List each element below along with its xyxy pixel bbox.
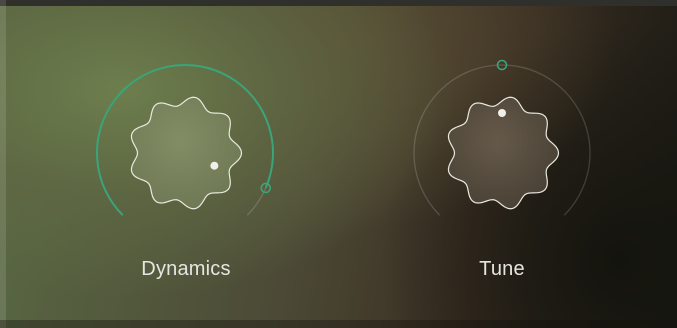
dynamics-value-arc xyxy=(96,64,274,216)
dynamics-knob[interactable] xyxy=(96,64,274,216)
tune-track xyxy=(413,64,591,216)
tune-knob-cap[interactable] xyxy=(447,96,560,210)
tune-indicator-dot xyxy=(498,109,506,117)
left-edge xyxy=(0,0,6,328)
tune-label: Tune xyxy=(479,258,525,280)
bottom-bar xyxy=(0,320,677,328)
dynamics-indicator-dot xyxy=(210,161,219,170)
tune-value-handle[interactable] xyxy=(496,59,508,71)
top-bar xyxy=(0,0,677,6)
dynamics-label: Dynamics xyxy=(141,258,231,280)
dynamics-value-handle[interactable] xyxy=(260,182,272,194)
dynamics-knob-cap[interactable] xyxy=(130,96,243,210)
tune-knob[interactable] xyxy=(413,59,591,216)
